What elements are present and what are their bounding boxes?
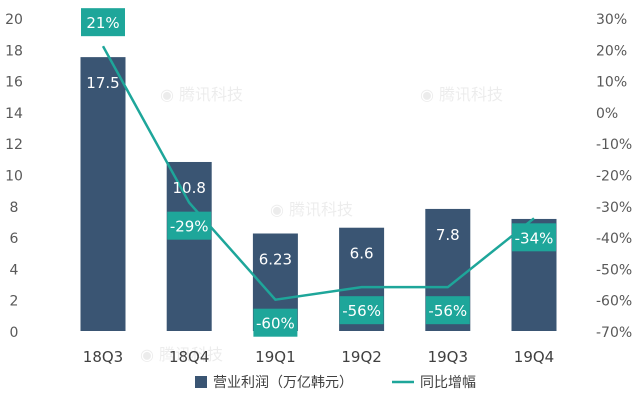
- growth-label-text: 21%: [86, 14, 119, 32]
- left-tick-label: 10: [5, 169, 23, 185]
- right-tick-label: -60%: [596, 294, 632, 310]
- right-tick-label: -50%: [596, 262, 632, 278]
- right-y-axis: -70% -60% -50% -40% -30% -20% -10% 0% 10% 20% 30%: [596, 12, 632, 341]
- watermark-text: ◉ 腾讯科技: [160, 85, 243, 104]
- x-tick-label: 19Q3: [428, 348, 468, 366]
- left-tick-label: 18: [5, 43, 23, 59]
- legend-bar-label: 营业利润（万亿韩元）: [213, 375, 353, 391]
- right-tick-label: 20%: [596, 43, 627, 59]
- left-y-axis: 0 2 4 6 8 10 12 14 16 18 20: [5, 12, 23, 341]
- legend: 营业利润（万亿韩元） 同比增幅: [195, 375, 476, 391]
- left-tick-label: 8: [10, 200, 19, 216]
- bar-value-label: 6.23: [259, 251, 292, 269]
- bar-value-label: 7.8: [436, 226, 460, 244]
- growth-label: -56%: [426, 296, 470, 324]
- left-tick-label: 16: [5, 75, 23, 91]
- right-tick-label: 10%: [596, 75, 627, 91]
- left-tick-label: 20: [5, 12, 23, 28]
- right-tick-label: -40%: [596, 231, 632, 247]
- left-tick-label: 6: [10, 231, 19, 247]
- growth-label: -56%: [340, 296, 384, 324]
- legend-bar-swatch: [195, 376, 207, 388]
- bar-value-label: 17.5: [86, 74, 119, 92]
- x-tick-label: 19Q1: [255, 348, 295, 366]
- left-tick-label: 4: [10, 262, 19, 278]
- growth-label: 21%: [81, 8, 125, 36]
- growth-label-text: -29%: [170, 218, 209, 236]
- bar-value-label: 10.8: [172, 179, 205, 197]
- growth-label-text: -60%: [256, 315, 295, 333]
- growth-label: -34%: [512, 223, 556, 251]
- growth-label-text: -56%: [342, 302, 381, 320]
- x-tick-label: 19Q2: [341, 348, 381, 366]
- left-tick-label: 0: [10, 325, 19, 341]
- growth-label-text: -56%: [428, 302, 467, 320]
- bar-value-label: 6.6: [350, 245, 374, 263]
- growth-label: -29%: [167, 212, 211, 240]
- line-labels: 21% -29% -60% -56% -56% -34%: [81, 8, 556, 337]
- right-tick-label: -70%: [596, 325, 632, 341]
- right-tick-label: -30%: [596, 200, 632, 216]
- left-tick-label: 12: [5, 137, 23, 153]
- left-tick-label: 14: [5, 106, 23, 122]
- legend-line-label: 同比增幅: [420, 375, 476, 391]
- right-tick-label: -10%: [596, 137, 632, 153]
- x-tick-label: 18Q4: [169, 348, 209, 366]
- growth-label-text: -34%: [515, 229, 554, 247]
- right-tick-label: 0%: [596, 106, 618, 122]
- left-tick-label: 2: [10, 294, 19, 310]
- right-tick-label: 30%: [596, 12, 627, 28]
- growth-label: -60%: [253, 309, 297, 337]
- watermark-text: ◉ 腾讯科技: [270, 200, 353, 219]
- watermark-text: ◉ 腾讯科技: [420, 85, 503, 104]
- x-tick-label: 18Q3: [83, 348, 123, 366]
- bar-18Q3: [81, 57, 126, 331]
- x-tick-label: 19Q4: [514, 348, 554, 366]
- right-tick-label: -20%: [596, 169, 632, 185]
